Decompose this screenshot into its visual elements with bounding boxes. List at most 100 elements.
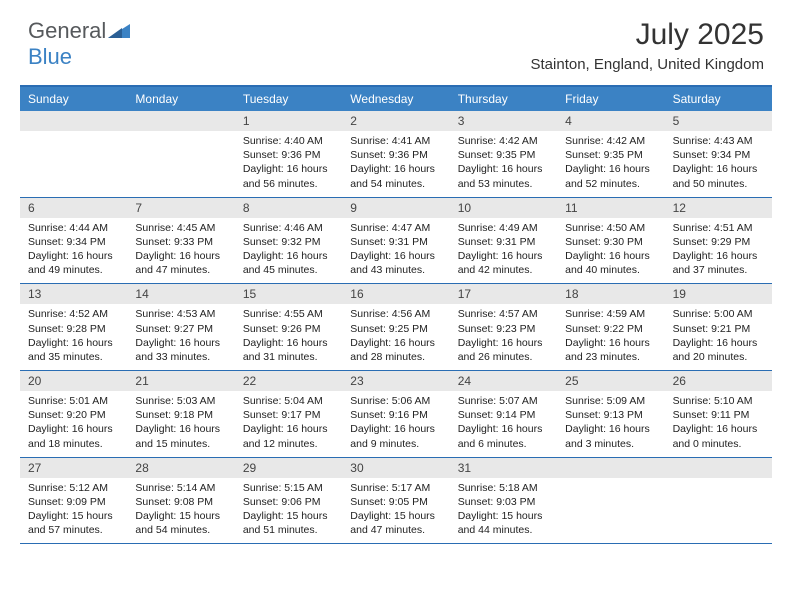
day-cell [665, 458, 772, 544]
sunrise-text: Sunrise: 5:03 AM [135, 394, 226, 408]
day-content: Sunrise: 4:41 AMSunset: 9:36 PMDaylight:… [342, 131, 449, 197]
day-cell: 25Sunrise: 5:09 AMSunset: 9:13 PMDayligh… [557, 371, 664, 457]
day-content: Sunrise: 5:14 AMSunset: 9:08 PMDaylight:… [127, 478, 234, 544]
calendar: Sunday Monday Tuesday Wednesday Thursday… [20, 85, 772, 544]
sunrise-text: Sunrise: 5:15 AM [243, 481, 334, 495]
sunrise-text: Sunrise: 5:07 AM [458, 394, 549, 408]
daylight-text: Daylight: 16 hours and 28 minutes. [350, 336, 441, 364]
day-number [557, 458, 664, 478]
day-content: Sunrise: 5:10 AMSunset: 9:11 PMDaylight:… [665, 391, 772, 457]
sunrise-text: Sunrise: 5:18 AM [458, 481, 549, 495]
daylight-text: Daylight: 16 hours and 3 minutes. [565, 422, 656, 450]
sunrise-text: Sunrise: 5:14 AM [135, 481, 226, 495]
sunset-text: Sunset: 9:17 PM [243, 408, 334, 422]
daylight-text: Daylight: 15 hours and 47 minutes. [350, 509, 441, 537]
daylight-text: Daylight: 16 hours and 23 minutes. [565, 336, 656, 364]
day-cell: 7Sunrise: 4:45 AMSunset: 9:33 PMDaylight… [127, 198, 234, 284]
day-content: Sunrise: 5:00 AMSunset: 9:21 PMDaylight:… [665, 304, 772, 370]
daylight-text: Daylight: 16 hours and 50 minutes. [673, 162, 764, 190]
sunrise-text: Sunrise: 5:04 AM [243, 394, 334, 408]
sunrise-text: Sunrise: 4:53 AM [135, 307, 226, 321]
location: Stainton, England, United Kingdom [531, 56, 765, 73]
month-title: July 2025 [531, 18, 765, 52]
weekday-header: Friday [557, 87, 664, 111]
day-number: 21 [127, 371, 234, 391]
day-number: 4 [557, 111, 664, 131]
sunset-text: Sunset: 9:23 PM [458, 322, 549, 336]
daylight-text: Daylight: 16 hours and 20 minutes. [673, 336, 764, 364]
day-cell: 21Sunrise: 5:03 AMSunset: 9:18 PMDayligh… [127, 371, 234, 457]
day-cell: 5Sunrise: 4:43 AMSunset: 9:34 PMDaylight… [665, 111, 772, 197]
week-row: 27Sunrise: 5:12 AMSunset: 9:09 PMDayligh… [20, 458, 772, 545]
sunrise-text: Sunrise: 4:56 AM [350, 307, 441, 321]
sunrise-text: Sunrise: 4:42 AM [458, 134, 549, 148]
sunset-text: Sunset: 9:06 PM [243, 495, 334, 509]
day-cell: 15Sunrise: 4:55 AMSunset: 9:26 PMDayligh… [235, 284, 342, 370]
day-cell: 2Sunrise: 4:41 AMSunset: 9:36 PMDaylight… [342, 111, 449, 197]
day-number: 14 [127, 284, 234, 304]
sunrise-text: Sunrise: 4:46 AM [243, 221, 334, 235]
day-number: 22 [235, 371, 342, 391]
sunset-text: Sunset: 9:34 PM [673, 148, 764, 162]
day-content: Sunrise: 4:56 AMSunset: 9:25 PMDaylight:… [342, 304, 449, 370]
daylight-text: Daylight: 16 hours and 18 minutes. [28, 422, 119, 450]
daylight-text: Daylight: 16 hours and 40 minutes. [565, 249, 656, 277]
day-cell: 11Sunrise: 4:50 AMSunset: 9:30 PMDayligh… [557, 198, 664, 284]
day-cell: 12Sunrise: 4:51 AMSunset: 9:29 PMDayligh… [665, 198, 772, 284]
sunrise-text: Sunrise: 5:09 AM [565, 394, 656, 408]
day-cell [127, 111, 234, 197]
daylight-text: Daylight: 16 hours and 42 minutes. [458, 249, 549, 277]
day-number [127, 111, 234, 131]
day-cell: 10Sunrise: 4:49 AMSunset: 9:31 PMDayligh… [450, 198, 557, 284]
day-number: 18 [557, 284, 664, 304]
day-content: Sunrise: 5:18 AMSunset: 9:03 PMDaylight:… [450, 478, 557, 544]
day-content: Sunrise: 4:43 AMSunset: 9:34 PMDaylight:… [665, 131, 772, 197]
sunset-text: Sunset: 9:33 PM [135, 235, 226, 249]
day-number: 31 [450, 458, 557, 478]
sunrise-text: Sunrise: 4:51 AM [673, 221, 764, 235]
daylight-text: Daylight: 16 hours and 0 minutes. [673, 422, 764, 450]
day-number: 27 [20, 458, 127, 478]
day-content: Sunrise: 5:17 AMSunset: 9:05 PMDaylight:… [342, 478, 449, 544]
day-number [20, 111, 127, 131]
day-number: 29 [235, 458, 342, 478]
day-number: 23 [342, 371, 449, 391]
day-cell: 29 Sunrise: 5:15 AMSunset: 9:06 PMDayligh… [235, 458, 342, 544]
sunset-text: Sunset: 9:16 PM [350, 408, 441, 422]
day-cell: 13Sunrise: 4:52 AMSunset: 9:28 PMDayligh… [20, 284, 127, 370]
daylight-text: Daylight: 16 hours and 12 minutes. [243, 422, 334, 450]
sunrise-text: Sunrise: 4:55 AM [243, 307, 334, 321]
weekday-header: Monday [127, 87, 234, 111]
day-number: 13 [20, 284, 127, 304]
sunset-text: Sunset: 9:03 PM [458, 495, 549, 509]
daylight-text: Daylight: 15 hours and 57 minutes. [28, 509, 119, 537]
sunrise-text: Sunrise: 5:12 AM [28, 481, 119, 495]
sunset-text: Sunset: 9:34 PM [28, 235, 119, 249]
weekday-header: Thursday [450, 87, 557, 111]
day-content: Sunrise: 5:07 AMSunset: 9:14 PMDaylight:… [450, 391, 557, 457]
day-cell: 18Sunrise: 4:59 AMSunset: 9:22 PMDayligh… [557, 284, 664, 370]
weekday-header-row: Sunday Monday Tuesday Wednesday Thursday… [20, 87, 772, 111]
day-number: 6 [20, 198, 127, 218]
day-number: 3 [450, 111, 557, 131]
sunrise-text: Sunrise: 5:01 AM [28, 394, 119, 408]
weekday-header: Wednesday [342, 87, 449, 111]
day-cell: 16Sunrise: 4:56 AMSunset: 9:25 PMDayligh… [342, 284, 449, 370]
day-content: Sunrise: 4:44 AMSunset: 9:34 PMDaylight:… [20, 218, 127, 284]
daylight-text: Daylight: 15 hours and 51 minutes. [243, 509, 334, 537]
daylight-text: Daylight: 16 hours and 45 minutes. [243, 249, 334, 277]
day-cell: 19Sunrise: 5:00 AMSunset: 9:21 PMDayligh… [665, 284, 772, 370]
logo-text-general: General [28, 18, 106, 44]
day-number: 1 [235, 111, 342, 131]
day-cell: 3Sunrise: 4:42 AMSunset: 9:35 PMDaylight… [450, 111, 557, 197]
day-number: 10 [450, 198, 557, 218]
day-content: Sunrise: 4:51 AMSunset: 9:29 PMDaylight:… [665, 218, 772, 284]
sunset-text: Sunset: 9:14 PM [458, 408, 549, 422]
day-number: 28 [127, 458, 234, 478]
daylight-text: Daylight: 16 hours and 6 minutes. [458, 422, 549, 450]
weekday-header: Sunday [20, 87, 127, 111]
day-content: Sunrise: 5:09 AMSunset: 9:13 PMDaylight:… [557, 391, 664, 457]
day-content: Sunrise: 4:59 AMSunset: 9:22 PMDaylight:… [557, 304, 664, 370]
day-cell: 14Sunrise: 4:53 AMSunset: 9:27 PMDayligh… [127, 284, 234, 370]
daylight-text: Daylight: 16 hours and 26 minutes. [458, 336, 549, 364]
